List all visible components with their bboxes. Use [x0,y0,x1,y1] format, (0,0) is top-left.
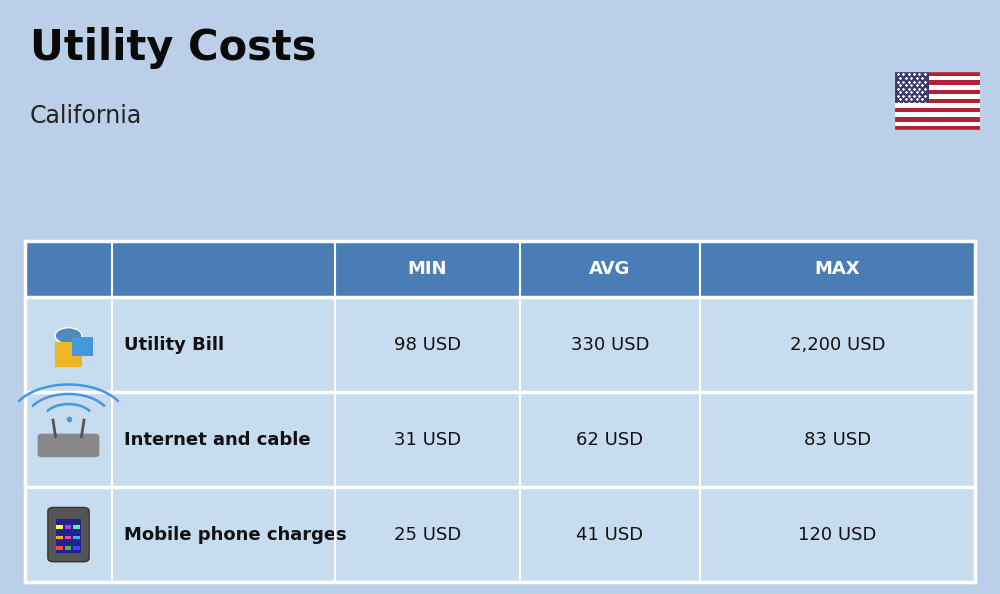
Bar [895,71,929,103]
Text: 25 USD: 25 USD [394,526,461,544]
Bar [895,126,980,131]
Bar [25,487,975,582]
Bar [895,85,980,90]
Bar [895,112,980,117]
Text: 98 USD: 98 USD [394,336,461,353]
FancyBboxPatch shape [38,434,99,457]
Bar [895,103,980,108]
Bar [65,526,71,529]
Bar [895,71,980,76]
Text: Internet and cable: Internet and cable [124,431,311,448]
Bar [72,337,93,356]
Text: MIN: MIN [408,260,447,278]
Bar [895,76,980,80]
Bar [895,71,980,131]
Text: AVG: AVG [589,260,631,278]
Text: MAX: MAX [815,260,860,278]
Bar [56,519,81,552]
Bar [895,108,980,112]
Circle shape [55,328,82,344]
Bar [25,392,975,487]
Bar [25,297,975,392]
Bar [895,122,980,126]
Bar [65,546,71,549]
Text: Utility Costs: Utility Costs [30,27,316,69]
Bar [56,526,63,529]
Text: 31 USD: 31 USD [394,431,461,448]
Bar [56,546,63,549]
Text: 62 USD: 62 USD [576,431,644,448]
Bar [895,90,980,94]
Bar [55,342,82,367]
Text: 83 USD: 83 USD [804,431,871,448]
Bar [895,117,980,122]
Text: Mobile phone charges: Mobile phone charges [124,526,347,544]
Bar [73,526,80,529]
Bar [25,241,975,297]
Text: 2,200 USD: 2,200 USD [790,336,885,353]
Text: Utility Bill: Utility Bill [124,336,224,353]
Bar [73,546,80,549]
Bar [56,536,63,539]
Bar [73,536,80,539]
Text: 41 USD: 41 USD [576,526,644,544]
FancyBboxPatch shape [48,507,89,562]
Bar [895,99,980,103]
Text: 120 USD: 120 USD [798,526,877,544]
Bar [65,536,71,539]
Text: California: California [30,104,142,128]
Text: 330 USD: 330 USD [571,336,649,353]
Bar [895,80,980,85]
Bar [895,94,980,99]
